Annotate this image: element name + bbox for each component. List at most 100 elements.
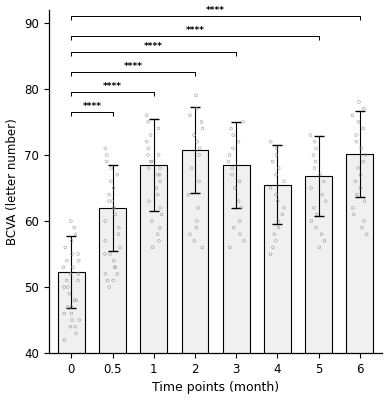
Point (362, 198, 368, 204)
Point (145, 152, 151, 158)
Point (69, 251, 75, 257)
Point (360, 158, 366, 165)
Point (194, 138, 200, 145)
Point (69, 317, 75, 323)
Point (307, 132, 314, 138)
Point (275, 198, 281, 204)
Point (317, 172, 323, 178)
Point (199, 244, 205, 251)
Point (236, 138, 242, 145)
Point (155, 172, 161, 178)
Point (73, 297, 80, 304)
Point (193, 224, 199, 231)
Point (155, 125, 161, 132)
Point (357, 185, 364, 191)
Point (64, 304, 71, 310)
Point (195, 204, 201, 211)
Point (65, 284, 71, 290)
Point (146, 165, 152, 171)
Point (227, 244, 233, 251)
Point (311, 204, 317, 211)
Point (62, 244, 68, 251)
Point (308, 185, 314, 191)
Point (102, 145, 108, 152)
Point (67, 324, 73, 330)
Bar (140, 165, 167, 400)
Point (237, 231, 243, 238)
Point (359, 224, 365, 231)
Point (68, 310, 74, 317)
Point (360, 125, 366, 132)
Point (275, 165, 282, 171)
Bar (223, 165, 249, 400)
Point (194, 218, 200, 224)
Point (109, 198, 115, 204)
Point (61, 264, 67, 270)
Point (241, 238, 247, 244)
Point (104, 152, 110, 158)
Point (364, 231, 370, 238)
Point (312, 165, 318, 171)
Point (273, 238, 279, 244)
Point (147, 132, 154, 138)
Point (112, 264, 118, 270)
Point (106, 284, 112, 290)
Point (112, 211, 118, 218)
Point (227, 152, 233, 158)
Point (275, 224, 282, 231)
Point (193, 92, 199, 99)
Point (75, 251, 81, 257)
Point (76, 317, 82, 323)
Point (117, 244, 123, 251)
Point (157, 172, 163, 178)
Point (316, 244, 322, 251)
Point (230, 224, 237, 231)
Point (149, 244, 156, 251)
Point (102, 251, 108, 257)
Point (267, 185, 274, 191)
Bar (264, 185, 291, 400)
Point (236, 198, 242, 204)
Point (232, 185, 238, 191)
Point (353, 132, 359, 138)
Point (199, 125, 206, 132)
Point (144, 138, 150, 145)
Point (72, 324, 78, 330)
Point (187, 112, 193, 118)
Y-axis label: BCVA (letter number): BCVA (letter number) (5, 118, 19, 245)
Point (313, 145, 319, 152)
Point (281, 204, 288, 211)
Point (145, 119, 151, 125)
Point (69, 238, 75, 244)
Point (104, 158, 110, 165)
Point (71, 224, 77, 231)
Point (75, 277, 81, 284)
Point (102, 218, 108, 224)
Text: ****: **** (124, 62, 143, 71)
Point (275, 218, 281, 224)
Point (116, 224, 122, 231)
Point (281, 178, 287, 184)
Point (238, 204, 244, 211)
Point (116, 231, 122, 238)
Point (66, 290, 73, 297)
Point (191, 238, 197, 244)
X-axis label: Time points (month): Time points (month) (152, 382, 279, 394)
Text: ****: **** (103, 82, 122, 91)
Point (148, 158, 154, 165)
Point (108, 178, 114, 184)
Point (185, 191, 192, 198)
Point (64, 258, 70, 264)
Bar (99, 208, 126, 400)
Point (270, 244, 276, 251)
Text: ****: **** (185, 26, 204, 35)
Point (355, 119, 362, 125)
Point (354, 191, 360, 198)
Point (157, 204, 163, 211)
Point (267, 251, 274, 257)
Point (349, 112, 355, 118)
Point (357, 172, 364, 178)
Point (273, 191, 279, 198)
Point (313, 224, 319, 231)
Point (194, 106, 200, 112)
